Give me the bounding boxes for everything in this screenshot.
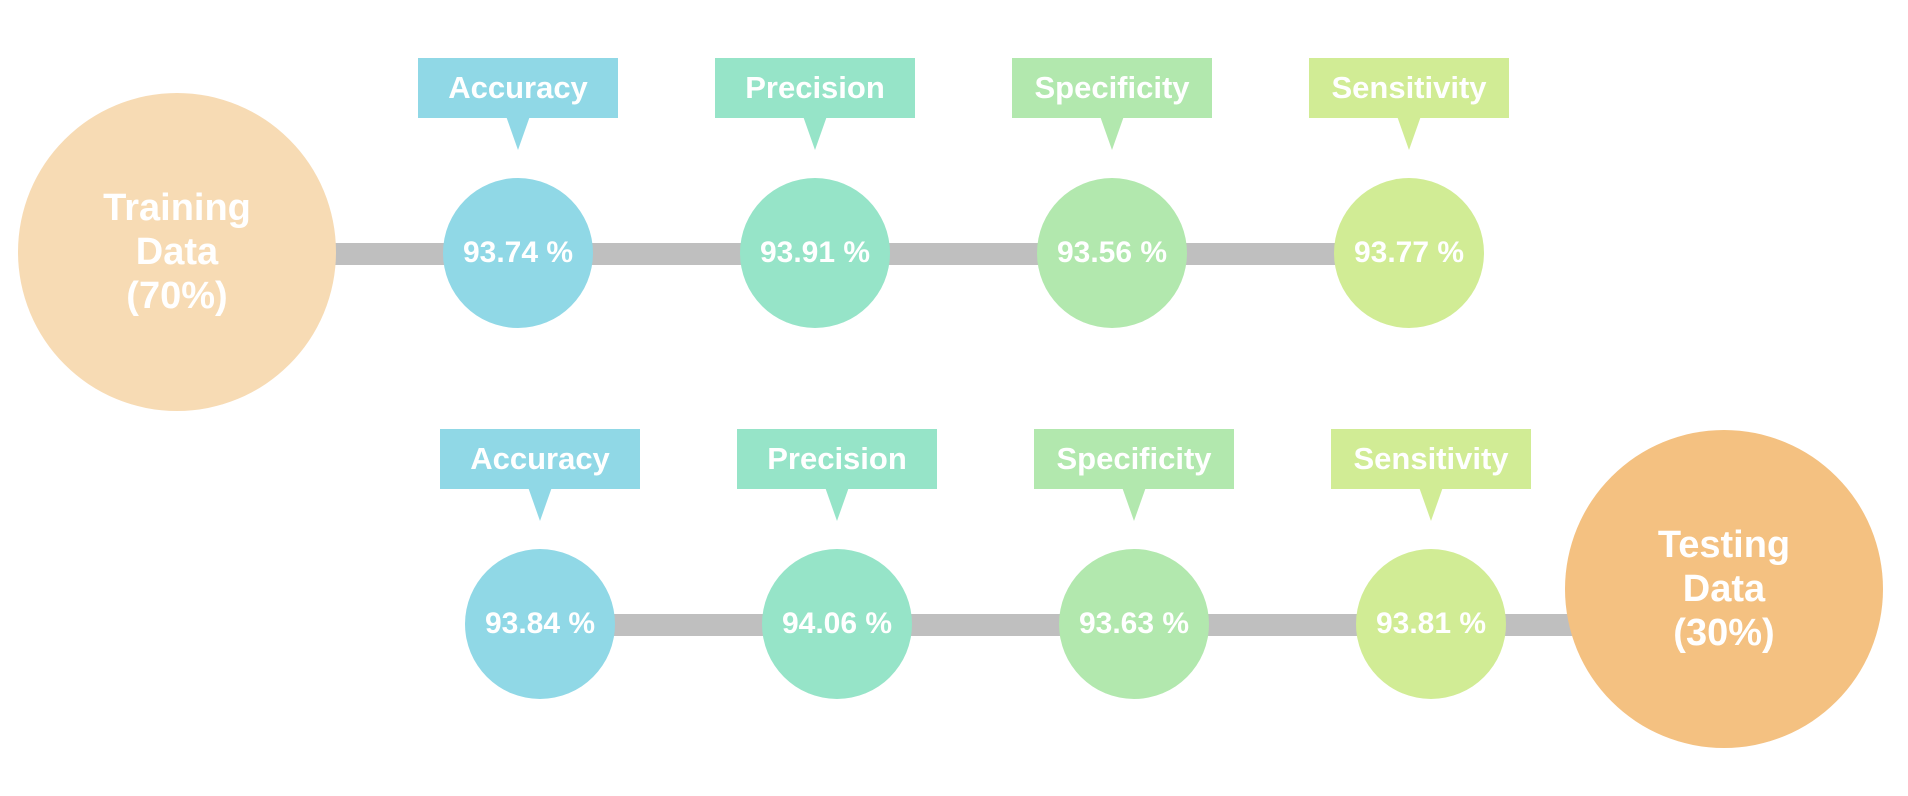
sensitivity-label: Sensitivity <box>1353 441 1509 476</box>
testing-data-circle: Testing Data (30%) <box>1565 430 1883 748</box>
testing-precision-node: Precision 94.06 % <box>737 429 937 733</box>
training-specificity-node: Specificity 93.56 % <box>1012 58 1212 362</box>
callout-pointer <box>1100 116 1124 150</box>
precision-value: 93.91 % <box>759 236 871 269</box>
training-accuracy-node: Accuracy 93.74 % <box>418 58 618 362</box>
callout-pointer <box>803 116 827 150</box>
callout-pointer <box>1419 487 1443 521</box>
precision-value: 94.06 % <box>781 607 893 640</box>
specificity-value: 93.56 % <box>1056 236 1168 269</box>
callout-pointer <box>1122 487 1146 521</box>
callout-pointer <box>528 487 552 521</box>
precision-label: Precision <box>745 70 885 105</box>
accuracy-callout: Accuracy <box>418 58 618 118</box>
accuracy-callout: Accuracy <box>440 429 640 489</box>
testing-data-label: Testing Data (30%) <box>1657 524 1791 654</box>
sensitivity-value-circle: 93.77 % <box>1334 178 1484 328</box>
precision-callout: Precision <box>737 429 937 489</box>
callout-pointer <box>506 116 530 150</box>
training-data-label: Training Data (70%) <box>103 187 251 317</box>
specificity-label: Specificity <box>1056 441 1212 476</box>
testing-sensitivity-node: Sensitivity 93.81 % <box>1331 429 1531 733</box>
accuracy-value-circle: 93.74 % <box>443 178 593 328</box>
accuracy-value: 93.74 % <box>462 236 574 269</box>
specificity-label: Specificity <box>1034 70 1190 105</box>
accuracy-label: Accuracy <box>448 70 588 105</box>
specificity-value-circle: 93.56 % <box>1037 178 1187 328</box>
accuracy-label: Accuracy <box>470 441 610 476</box>
training-precision-node: Precision 93.91 % <box>715 58 915 362</box>
specificity-value: 93.63 % <box>1078 607 1190 640</box>
precision-label: Precision <box>767 441 907 476</box>
accuracy-value-circle: 93.84 % <box>465 549 615 699</box>
specificity-value-circle: 93.63 % <box>1059 549 1209 699</box>
training-data-circle: Training Data (70%) <box>18 93 336 411</box>
sensitivity-value: 93.77 % <box>1353 236 1465 269</box>
precision-value-circle: 94.06 % <box>762 549 912 699</box>
accuracy-value: 93.84 % <box>484 607 596 640</box>
specificity-callout: Specificity <box>1012 58 1212 118</box>
callout-pointer <box>825 487 849 521</box>
sensitivity-value: 93.81 % <box>1375 607 1487 640</box>
sensitivity-callout: Sensitivity <box>1331 429 1531 489</box>
sensitivity-callout: Sensitivity <box>1309 58 1509 118</box>
specificity-callout: Specificity <box>1034 429 1234 489</box>
sensitivity-value-circle: 93.81 % <box>1356 549 1506 699</box>
testing-specificity-node: Specificity 93.63 % <box>1034 429 1234 733</box>
precision-value-circle: 93.91 % <box>740 178 890 328</box>
training-sensitivity-node: Sensitivity 93.77 % <box>1309 58 1509 362</box>
testing-accuracy-node: Accuracy 93.84 % <box>440 429 640 733</box>
precision-callout: Precision <box>715 58 915 118</box>
callout-pointer <box>1397 116 1421 150</box>
sensitivity-label: Sensitivity <box>1331 70 1487 105</box>
